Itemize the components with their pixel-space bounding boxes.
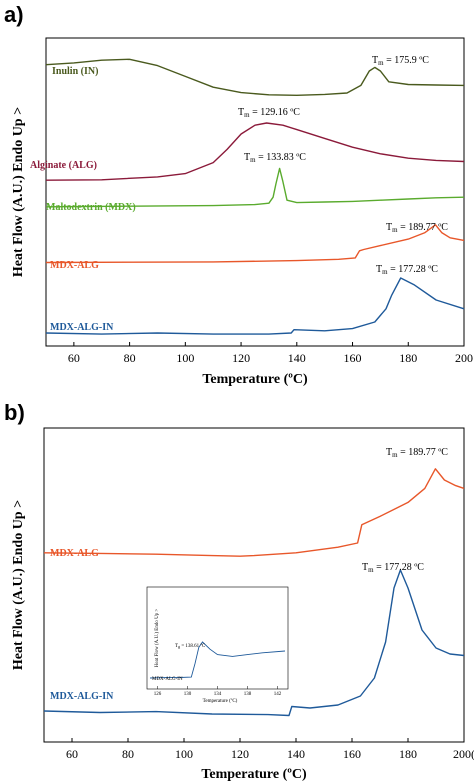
inset-x-axis: 126 130 134 138 142 xyxy=(154,686,282,697)
panel-a: 60 80 100 120 140 160 180 200 Inulin (IN) Algina… xyxy=(11,37,473,387)
panel-a-series xyxy=(45,58,465,335)
panel-b-x-tick-label: 120 xyxy=(231,747,249,761)
inset-x-tick-label: 142 xyxy=(274,692,282,697)
series-line-alg xyxy=(45,122,465,181)
series-label-b-mdx-alg: MDX-ALG xyxy=(50,548,99,559)
panel-a-x-tick-label: 140 xyxy=(288,351,306,365)
panel-b-series-labels: MDX-ALG MDX-ALG-IN xyxy=(50,548,114,702)
panel-b: 60 80 100 120 140 160 180 200( MDX-ALG MDX-ALG-I… xyxy=(11,427,474,782)
panel-b-x-tick-label: 180 xyxy=(399,747,417,761)
panel-b-series xyxy=(43,468,465,717)
tm-annotation-mdx-alg-in: Tm = 177.28 ºC xyxy=(362,562,424,574)
tm-annotation-in: Tm = 175.9 ºC xyxy=(372,55,429,67)
series-line-mdx xyxy=(45,167,465,208)
panel-b-x-tick-label: 200( xyxy=(453,747,474,761)
panel-a-annotations: Tm = 175.9 ºC Tm = 129.16 ºC Tm = 133.83 º… xyxy=(238,55,448,276)
panel-a-frame xyxy=(45,37,465,347)
panel-b-x-axis-title: Temperature (ºC) xyxy=(201,767,307,782)
tm-annotation-alg: Tm = 129.16 ºC xyxy=(238,107,300,119)
inset-series-label: MDX-ALG-IN xyxy=(152,677,183,682)
series-line-mdx-alg xyxy=(45,224,465,264)
inset-series-line xyxy=(149,641,286,679)
panel-b-x-tick-label: 80 xyxy=(122,747,134,761)
panel-b-frame xyxy=(43,427,465,743)
inset-x-tick-label: 130 xyxy=(184,692,192,697)
tm-annotation-mdx-alg-in: Tm = 177.28 ºC xyxy=(376,264,438,276)
panel-b-x-axis: 60 80 100 120 140 160 180 200( xyxy=(66,738,474,761)
inset-frame xyxy=(146,586,289,690)
inset-tg-annotation: Tg = 138.61 ºC xyxy=(175,643,206,649)
inset-chart: 126 130 134 138 142 Temperature (ºC) Heat Fl… xyxy=(146,586,289,704)
inset-y-axis-title: Heat Flow (A.U.) Endo Up > xyxy=(155,609,160,668)
panel-a-x-tick-label: 200 xyxy=(455,351,473,365)
panel-a-x-axis: 60 80 100 120 140 160 180 200 xyxy=(68,342,473,365)
panel-b-y-axis-title: Heat Flow (A.U.) Endo Up > xyxy=(11,500,26,670)
series-line-b-mdx-alg-in xyxy=(43,569,465,717)
panel-a-label: a) xyxy=(4,2,24,27)
panel-a-y-axis-title: Heat Flow (A.U.) Endo Up > xyxy=(11,107,26,277)
inset-x-tick-label: 138 xyxy=(244,692,252,697)
series-line-in xyxy=(45,58,465,97)
series-line-mdx-alg-in xyxy=(45,277,465,335)
inset-x-tick-label: 134 xyxy=(214,692,222,697)
panel-b-x-tick-label: 160 xyxy=(343,747,361,761)
tm-annotation-mdx: Tm = 133.83 ºC xyxy=(244,152,306,164)
panel-a-x-tick-label: 180 xyxy=(399,351,417,365)
series-label-mdx-alg: MDX-ALG xyxy=(50,260,99,271)
tm-annotation-mdx-alg: Tm = 189.77 ºC xyxy=(386,222,448,234)
panel-a-x-tick-label: 160 xyxy=(344,351,362,365)
panel-a-x-tick-label: 60 xyxy=(68,351,80,365)
series-label-in: Inulin (IN) xyxy=(52,66,98,77)
series-label-b-mdx-alg-in: MDX-ALG-IN xyxy=(50,691,114,702)
panel-b-label: b) xyxy=(4,400,25,425)
panel-a-x-tick-label: 120 xyxy=(232,351,250,365)
panel-b-x-tick-label: 100 xyxy=(175,747,193,761)
panel-a-x-tick-label: 100 xyxy=(176,351,194,365)
inset-x-axis-title: Temperature (ºC) xyxy=(203,698,238,704)
series-label-mdx-alg-in: MDX-ALG-IN xyxy=(50,322,114,333)
panel-b-x-tick-label: 140 xyxy=(287,747,305,761)
series-label-alg: Alginate (ALG) xyxy=(30,160,97,171)
panel-b-annotations: Tm = 189.77 ºC Tm = 177.28 ºC xyxy=(362,447,448,574)
tm-annotation-mdx-alg: Tm = 189.77 ºC xyxy=(386,447,448,459)
inset-series xyxy=(149,641,286,679)
panel-a-x-tick-label: 80 xyxy=(124,351,136,365)
panel-b-x-tick-label: 60 xyxy=(66,747,78,761)
series-label-mdx: Maltodextrin (MDX) xyxy=(46,202,136,213)
inset-x-tick-label: 126 xyxy=(154,692,162,697)
series-line-b-mdx-alg xyxy=(43,468,465,557)
panel-a-x-axis-title: Temperature (ºC) xyxy=(202,372,308,387)
panel-a-series-labels: Inulin (IN) Alginate (ALG) Maltodextrin (M… xyxy=(30,66,136,333)
